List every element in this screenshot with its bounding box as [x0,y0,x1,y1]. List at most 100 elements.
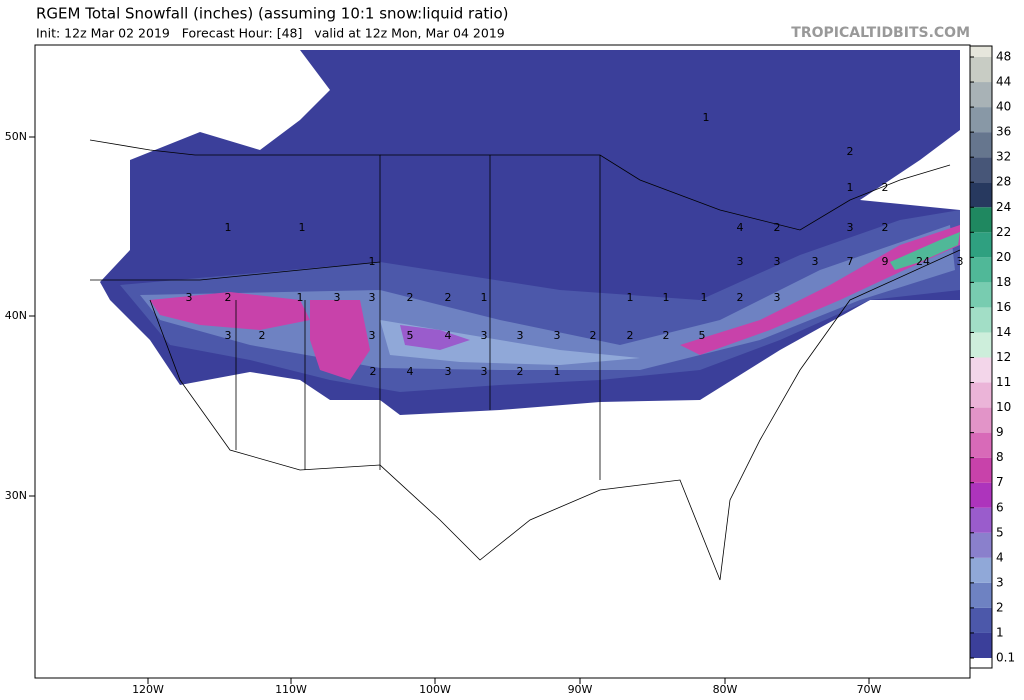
colorbar-label: 12 [996,350,1011,364]
colorbar-label: 44 [996,75,1011,89]
contour-label: 2 [259,329,266,342]
contour-label: 3 [774,291,781,304]
coast [149,249,961,581]
lon-label: 70W [857,683,882,696]
contour-label: 1 [225,221,232,234]
snow-area [400,325,470,350]
contour-label: 1 [663,291,670,304]
colorbar-swatch [970,432,992,458]
contour-label: 2 [445,291,452,304]
contour-label: 7 [847,255,854,268]
colorbar-swatch [970,82,992,108]
lon-label: 110W [275,683,307,696]
snow-area [680,225,960,355]
contour-label: 3 [847,221,854,234]
snow-area [890,232,960,270]
subtitle: Init: 12z Mar 02 2019 Forecast Hour: [48… [36,26,505,41]
contour-label: 3 [737,255,744,268]
contour-label: 3 [445,365,452,378]
colorbar-swatch [970,282,992,308]
colorbar-swatch [970,507,992,533]
contour-label: 1 [701,291,708,304]
colorbar-swatch [970,232,992,258]
colorbar-label: 0.1 [996,651,1015,665]
colorbar-label: 1 [996,625,1004,639]
colorbar-swatch [970,457,992,483]
contour-label: 2 [847,145,854,158]
contour-label: 3 [554,329,561,342]
colorbar-swatch [970,482,992,508]
lat-label: 50N [5,130,27,143]
contour-label: 2 [225,291,232,304]
colorbar: 0.11234567891011121416182022242832364044… [969,45,1015,669]
contour-label: 24 [916,255,930,268]
border [380,154,951,231]
contour-label: 5 [407,329,414,342]
colorbar-label: 4 [996,550,1004,564]
contour-label: 2 [517,365,524,378]
contour-label: 3 [186,291,193,304]
colorbar-label: 22 [996,225,1011,239]
colorbar-swatch [970,307,992,333]
colorbar-label: 9 [996,425,1004,439]
colorbar-label: 16 [996,300,1011,314]
contour-label: 2 [407,291,414,304]
lon-label: 100W [419,683,451,696]
colorbar-swatch [970,46,992,57]
colorbar-label: 40 [996,100,1011,114]
contour-label: 1 [847,181,854,194]
colorbar-label: 7 [996,475,1004,489]
lon-label: 120W [132,683,164,696]
colorbar-swatch [970,607,992,633]
contour-label: 3 [481,329,488,342]
contour-label: 3 [369,329,376,342]
colorbar-swatch [970,157,992,183]
colorbar-label: 10 [996,400,1011,414]
contour-label: 9 [882,255,889,268]
colorbar-swatch [970,257,992,283]
contour-label: 2 [663,329,670,342]
contour-label: 2 [590,329,597,342]
colorbar-label: 5 [996,525,1004,539]
colorbar-label: 20 [996,250,1011,264]
colorbar-swatch [970,132,992,158]
colorbar-label: 8 [996,450,1004,464]
contour-label: 1 [297,291,304,304]
lon-label: 90W [568,683,593,696]
colorbar-swatch [970,532,992,558]
contour-label: 4 [407,365,414,378]
contour-label: 1 [299,221,306,234]
contour-label: 2 [774,221,781,234]
contour-label: 1 [627,291,634,304]
contour-label: 2 [737,291,744,304]
colorbar-label: 3 [996,575,1004,589]
colorbar-label: 36 [996,125,1011,139]
contour-label: 4 [445,329,452,342]
border [235,155,601,480]
colorbar-swatch [970,582,992,608]
colorbar-swatch [970,382,992,408]
contour-label: 2 [370,365,377,378]
contour-label: 3 [957,255,964,268]
contour-label: 1 [369,255,376,268]
snow-area [380,320,640,365]
colorbar-label: 24 [996,200,1011,214]
colorbar-label: 48 [996,50,1011,64]
snow-area [310,300,370,380]
colorbar-swatch [970,632,992,658]
contour-label: 3 [774,255,781,268]
colorbar-label: 11 [996,375,1011,389]
colorbar-swatch [970,407,992,433]
colorbar-swatch [970,107,992,133]
lat-label: 30N [5,489,27,502]
colorbar-label: 6 [996,500,1004,514]
contour-label: 3 [481,365,488,378]
colorbar-swatch [970,57,992,83]
colorbar-label: 28 [996,175,1011,189]
watermark: TROPICALTIDBITS.COM [791,25,970,41]
snow-area [150,292,310,330]
contour-label: 2 [627,329,634,342]
contour-label: 1 [481,291,488,304]
